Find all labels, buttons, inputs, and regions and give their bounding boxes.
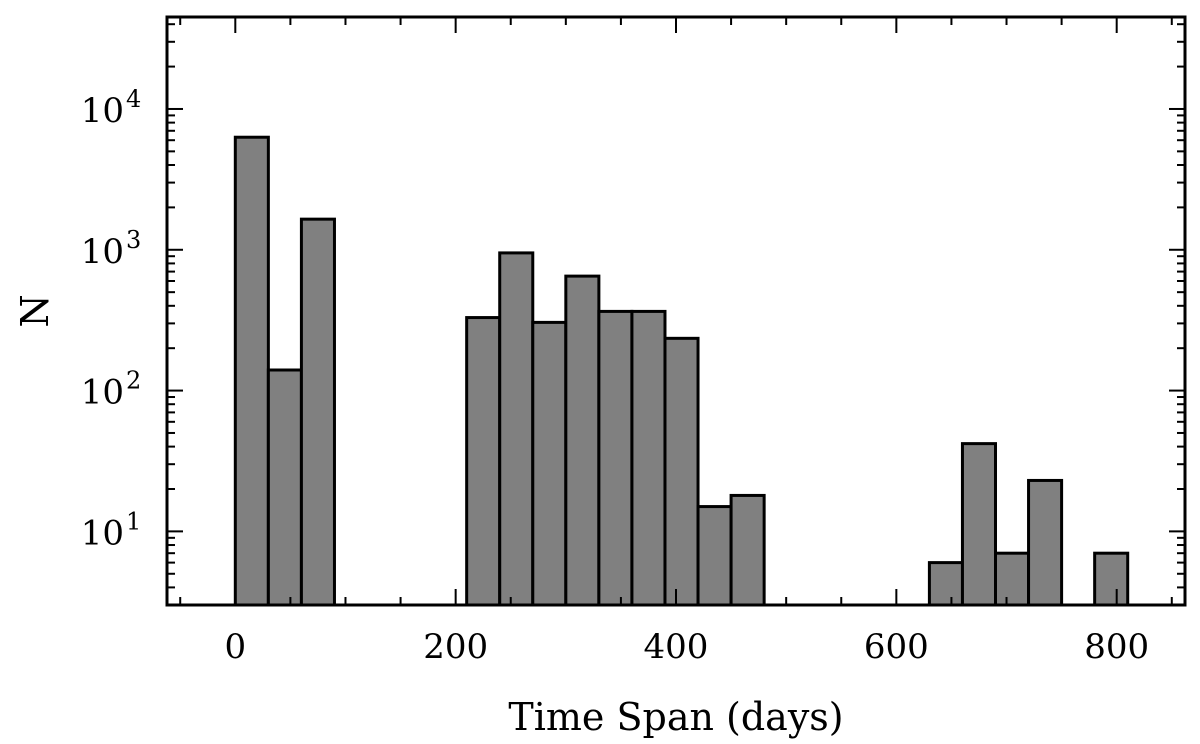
y-tick-label-base: 10 [81,232,124,272]
histogram-bar [564,274,601,607]
x-tick-label: 600 [864,627,929,667]
histogram-bar [927,561,964,607]
histogram-bar [630,309,667,607]
x-tick-label: 200 [423,627,488,667]
histogram-bar [531,320,568,607]
y-tick-label-base: 10 [81,373,124,413]
histogram-bar [994,551,1031,607]
y-tick-label: 10 [81,373,124,413]
x-axis-label: Time Span (days) [508,695,843,739]
histogram-bar [663,336,700,607]
y-tick-label-exponent: 4 [126,85,141,113]
plot-frame [165,15,1187,607]
histogram-bar [696,505,733,607]
histogram-bar [233,135,270,607]
y-tick-label: 10 [81,91,124,131]
y-tick-label-base: 10 [81,91,124,131]
histogram-bar [597,309,634,607]
y-tick-label-exponent: 2 [126,367,141,395]
x-tick-label: 400 [644,627,709,667]
histogram-bar [498,251,535,607]
y-tick-label: 10 [81,513,124,553]
bars-group [233,135,1130,607]
x-tick-labels: 0 200 400 600 800 [224,627,1149,667]
x-tick-label: 800 [1084,627,1149,667]
y-tick-label: 10 [81,232,124,272]
y-tick-label-exponent: 3 [126,226,141,254]
histogram-bar [960,442,998,607]
y-axis-label: N [13,294,57,327]
y-tick-label-exponent: 1 [126,507,141,535]
histogram-bar [1027,478,1064,607]
histogram-bar [266,368,303,607]
y-tick-label-base: 10 [81,513,124,553]
histogram-bar [299,217,336,607]
histogram-bar [465,316,502,607]
histogram-bar [1093,551,1130,607]
x-tick-label: 0 [224,627,246,667]
histogram-bar [729,493,766,607]
